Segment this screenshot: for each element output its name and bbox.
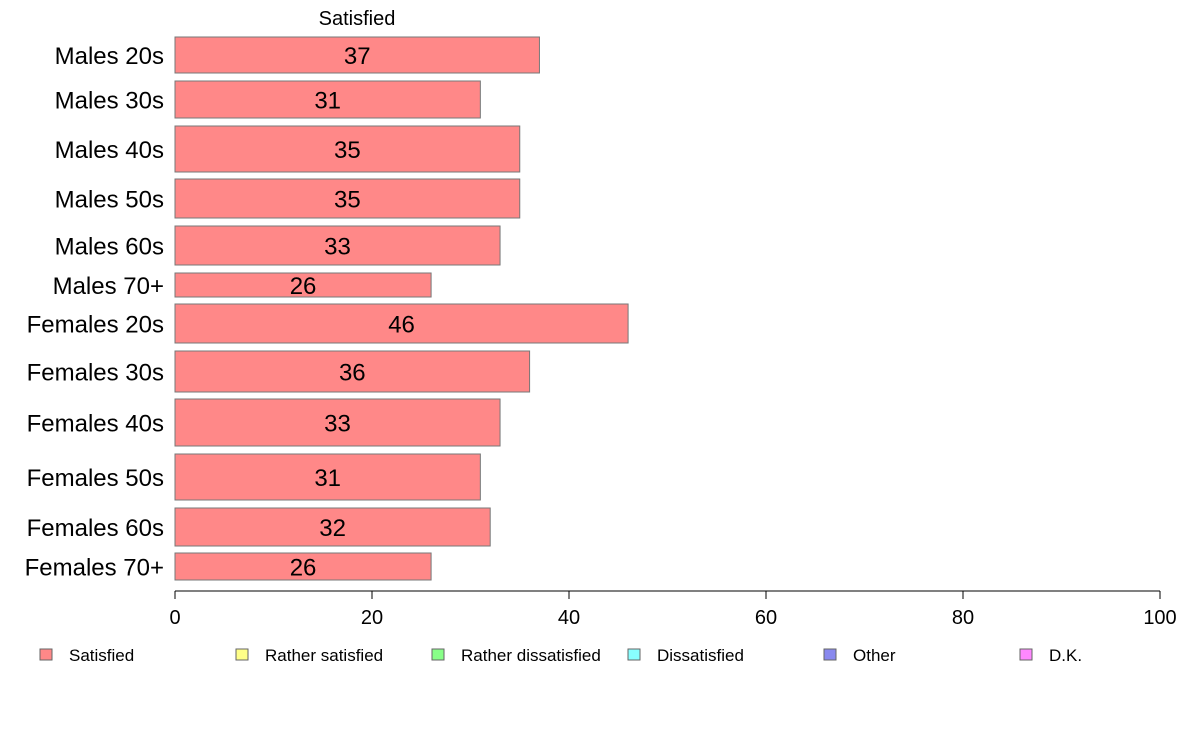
legend-item-label: Other: [853, 646, 896, 665]
bar-value-label: 33: [324, 234, 351, 261]
category-label: Females 60s: [27, 515, 164, 542]
legend: Satisfied Rather satisfied Rather dissatis…: [39, 646, 1082, 665]
series-header: Satisfied: [319, 8, 396, 30]
category-label: Females 30s: [27, 360, 164, 387]
bar: [174, 453, 481, 501]
category-label: Males 70+: [53, 273, 164, 300]
bar: [174, 36, 540, 74]
x-tick-label: 60: [755, 607, 777, 629]
category-label: Females 50s: [27, 465, 164, 492]
bar: [174, 80, 481, 119]
bar-value-label: 35: [334, 137, 361, 164]
bar-value-label: 35: [334, 187, 361, 214]
bar: [174, 225, 501, 266]
legend-item-label: Dissatisfied: [657, 646, 744, 665]
x-tick-label: 100: [1143, 607, 1176, 629]
bar: [174, 272, 432, 298]
bar-value-label: 26: [290, 273, 317, 300]
category-label: Males 20s: [55, 43, 164, 70]
category-label: Males 40s: [55, 137, 164, 164]
legend-swatch: [235, 648, 249, 661]
bars-group: Males 20s 37 Males 30s 31 Males 40s 35 Males 5…: [25, 36, 629, 582]
category-label: Males 50s: [55, 187, 164, 214]
legend-swatch: [431, 648, 445, 661]
category-label: Females 20s: [27, 312, 164, 339]
bar-value-label: 26: [290, 555, 317, 582]
legend-swatch: [823, 648, 837, 661]
legend-swatch: [1019, 648, 1033, 661]
x-tick-label: 40: [558, 607, 580, 629]
bar: [174, 125, 521, 173]
category-label: Males 60s: [55, 234, 164, 261]
x-tick-label: 0: [169, 607, 180, 629]
bar-value-label: 31: [314, 465, 341, 492]
x-tick-label: 80: [952, 607, 974, 629]
bar-value-label: 37: [344, 43, 371, 70]
legend-swatch: [39, 648, 53, 661]
x-tick-label: 20: [361, 607, 383, 629]
legend-item-label: Rather satisfied: [265, 646, 383, 665]
category-label: Females 70+: [25, 555, 164, 582]
category-label: Females 40s: [27, 411, 164, 438]
legend-item-label: Satisfied: [69, 646, 134, 665]
bar-value-label: 31: [314, 88, 341, 115]
legend-item-label: Rather dissatisfied: [461, 646, 601, 665]
bar-value-label: 46: [388, 312, 415, 339]
category-label: Males 30s: [55, 88, 164, 115]
bar: [174, 398, 501, 447]
bar: [174, 303, 629, 344]
bar-value-label: 33: [324, 411, 351, 438]
bar: [174, 178, 521, 219]
bar: [174, 350, 531, 393]
legend-swatch: [627, 648, 641, 661]
legend-item-label: D.K.: [1049, 646, 1082, 665]
bar-value-label: 32: [319, 515, 346, 542]
bar: [174, 552, 432, 581]
x-axis: 0 20 40 60 80 100: [169, 590, 1177, 629]
bar: [174, 507, 491, 547]
bar-value-label: 36: [339, 360, 366, 387]
